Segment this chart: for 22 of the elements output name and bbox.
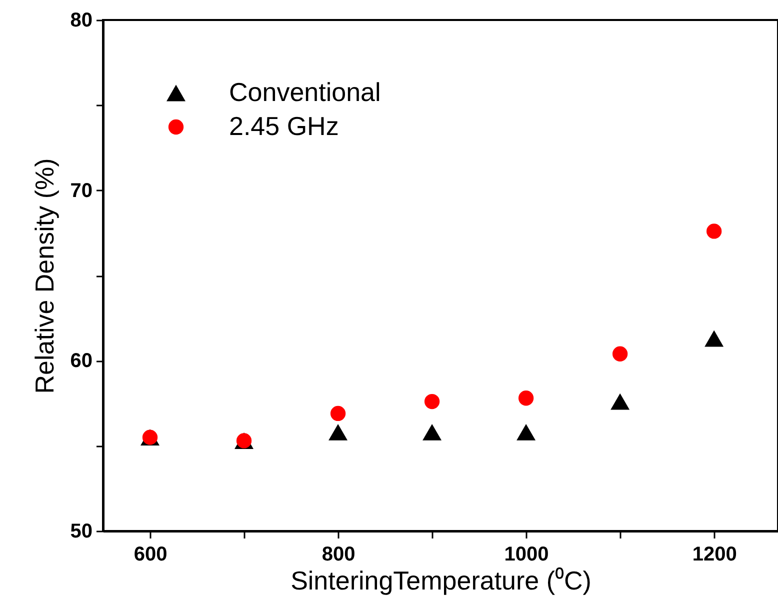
point: [704, 330, 724, 347]
point: [328, 424, 348, 440]
point: [330, 406, 346, 422]
y-tick-label: 50: [70, 520, 92, 542]
x-tick-label: 800: [322, 544, 356, 566]
point: [424, 394, 440, 410]
point: [516, 424, 536, 440]
point: [422, 424, 442, 440]
legend-label: Conventional: [229, 77, 381, 107]
y-tick-label: 80: [70, 10, 92, 32]
point: [610, 393, 630, 410]
y-tick-label: 70: [70, 180, 92, 202]
x-tick-label: 1200: [692, 544, 737, 566]
legend-label: 2.45 GHz: [229, 111, 339, 141]
point: [706, 224, 722, 239]
y-axis-title: Relative Density (%): [29, 158, 60, 394]
point: [612, 346, 628, 362]
x-tick-label: 1000: [504, 544, 549, 566]
point: [518, 390, 534, 406]
y-tick-label: 60: [70, 350, 92, 372]
x-tick-label: 600: [134, 544, 168, 566]
x-axis-title: SinteringTemperature (⁰C): [290, 566, 592, 596]
